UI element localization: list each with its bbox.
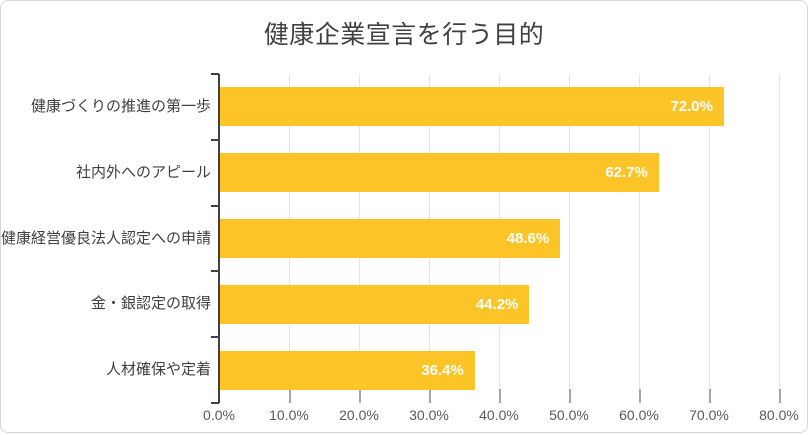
x-tick-label: 60.0% bbox=[619, 407, 659, 423]
bar-value-label: 72.0% bbox=[670, 98, 713, 116]
x-tick-label: 20.0% bbox=[339, 407, 379, 423]
x-axis-tick bbox=[709, 389, 711, 403]
chart-title: 健康企業宣言を行う目的 bbox=[263, 21, 545, 49]
gridline bbox=[639, 74, 640, 390]
gridline bbox=[779, 74, 780, 390]
category-label: 社内外へのアピール bbox=[75, 163, 211, 181]
x-axis-tick bbox=[359, 389, 361, 403]
bar: 62.7% bbox=[220, 153, 659, 193]
bar: 36.4% bbox=[220, 350, 475, 390]
x-tick-label: 0.0% bbox=[203, 407, 235, 423]
category-label: 人材確保や定着 bbox=[105, 361, 211, 379]
y-axis-tick bbox=[211, 204, 219, 207]
y-axis-tick bbox=[211, 270, 219, 273]
x-axis-tick bbox=[639, 389, 641, 403]
bar-value-label: 36.4% bbox=[421, 361, 464, 379]
bar: 72.0% bbox=[220, 87, 724, 127]
bar-value-label: 44.2% bbox=[475, 295, 519, 313]
x-tick-label: 70.0% bbox=[689, 407, 729, 423]
bar-value-label: 62.7% bbox=[605, 164, 648, 182]
x-axis-tick bbox=[289, 389, 291, 403]
x-tick-label: 80.0% bbox=[759, 407, 799, 423]
x-axis-tick bbox=[779, 389, 781, 403]
bar-value-label: 48.6% bbox=[506, 230, 550, 247]
category-label: 健康経営優良法人認定への申請 bbox=[1, 229, 212, 247]
x-axis-tick bbox=[499, 389, 501, 403]
bar: 48.6% bbox=[220, 219, 561, 258]
x-tick-label: 10.0% bbox=[269, 407, 309, 423]
x-tick-label: 50.0% bbox=[549, 407, 589, 423]
gridline bbox=[569, 74, 570, 390]
x-tick-label: 30.0% bbox=[409, 407, 449, 423]
y-axis-tick bbox=[211, 336, 219, 339]
category-label: 金・銀認定の取得 bbox=[90, 295, 211, 313]
category-label: 健康づくりの推進の第一歩 bbox=[30, 97, 211, 115]
y-axis-line bbox=[218, 74, 220, 403]
x-tick-label: 40.0% bbox=[479, 407, 519, 423]
y-axis-tick bbox=[211, 73, 219, 75]
y-axis-tick bbox=[211, 138, 219, 141]
gridline bbox=[709, 74, 710, 390]
y-axis-tick bbox=[211, 402, 219, 404]
x-axis-tick bbox=[569, 389, 571, 403]
x-axis-tick bbox=[429, 389, 431, 403]
bar: 44.2% bbox=[220, 284, 530, 324]
